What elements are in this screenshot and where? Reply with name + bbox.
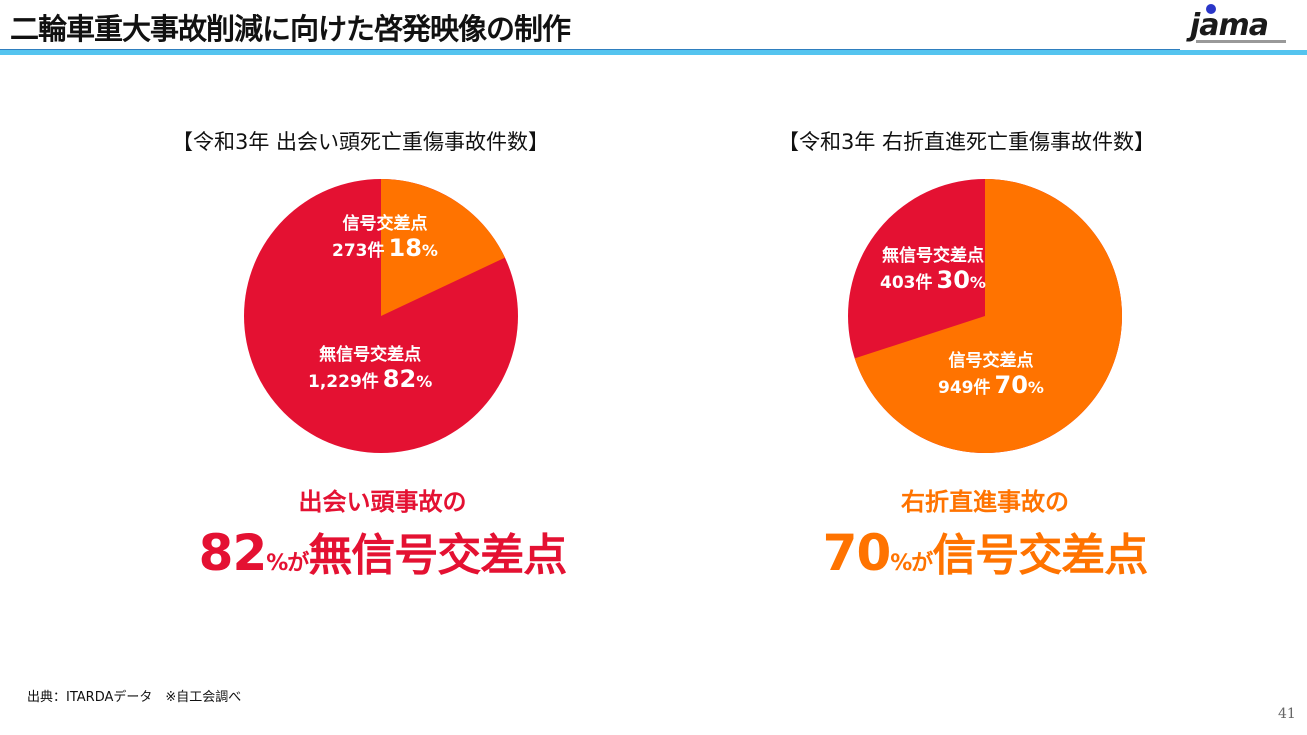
slice-label-left-signalized: 信号交差点 273件 18% — [332, 214, 438, 263]
slice-signalized — [381, 179, 505, 316]
slice-signalized — [854, 179, 1122, 453]
pie-chart-right — [848, 179, 1122, 453]
chart-title-left: 【令和3年 出会い頭死亡重傷事故件数】 — [172, 130, 550, 154]
slice-label-right-unsignalized: 無信号交差点 403件 30% — [880, 246, 986, 295]
header-accent-line — [0, 50, 1307, 55]
logo-text: jama — [1190, 8, 1269, 43]
header-divider-thin — [0, 49, 1180, 50]
logo-dot-icon — [1206, 4, 1216, 14]
slice-label-right-signalized: 信号交差点 949件 70% — [938, 351, 1044, 400]
chart-title-right: 【令和3年 右折直進死亡重傷事故件数】 — [778, 130, 1156, 154]
pie-chart-left — [244, 179, 518, 453]
caption-left: 出会い頭事故の 82%が無信号交差点 — [198, 488, 568, 582]
page-title: 二輪車重大事故削減に向けた啓発映像の制作 — [10, 12, 571, 46]
source-note: 出典：ITARDAデータ ※自工会調べ — [27, 690, 242, 705]
jama-logo: jama — [1188, 4, 1298, 48]
page-number: 41 — [1278, 706, 1296, 722]
logo-tagline — [1196, 40, 1286, 43]
slice-label-left-unsignalized: 無信号交差点 1,229件 82% — [308, 345, 433, 394]
caption-right: 右折直進事故の 70%が信号交差点 — [822, 488, 1149, 582]
